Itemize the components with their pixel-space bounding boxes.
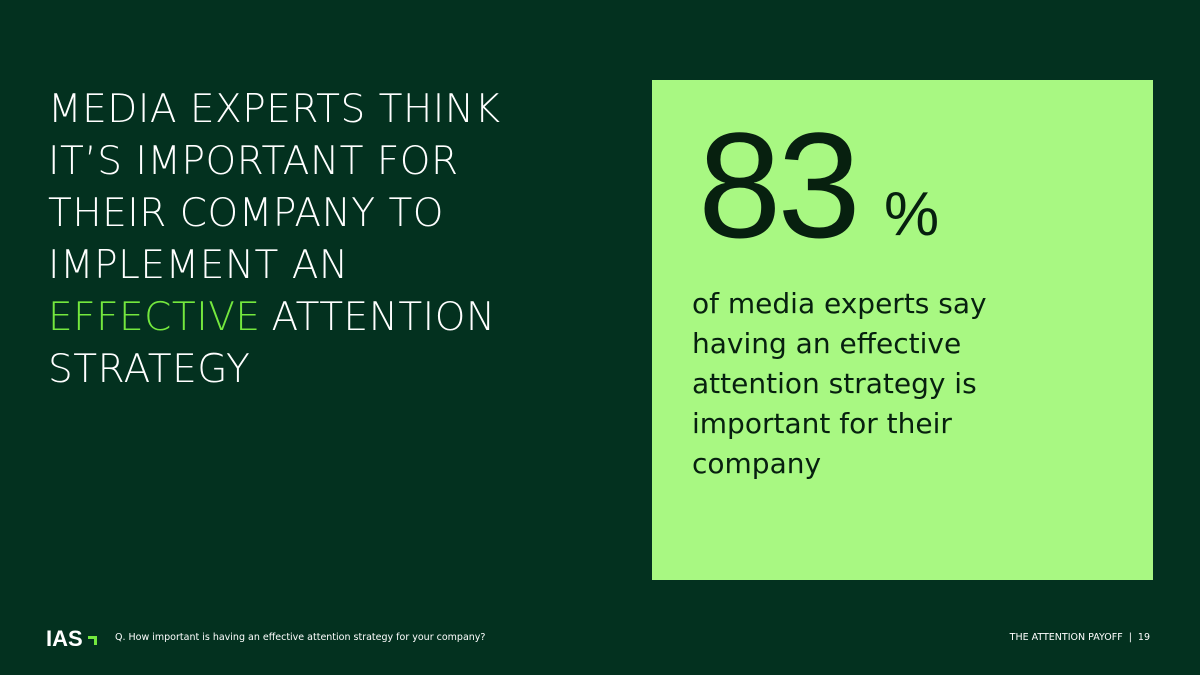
headline-line: EFFECTIVE ATTENTION xyxy=(48,292,501,344)
separator: | xyxy=(1128,632,1132,643)
stat-value: 83 xyxy=(698,101,861,269)
headline: MEDIA EXPERTS THINK IT’S IMPORTANT FOR T… xyxy=(48,84,501,396)
headline-text: ATTENTION xyxy=(271,295,496,340)
description-line: company xyxy=(692,447,822,480)
description-line: having an effective xyxy=(692,327,962,360)
logo-mark xyxy=(88,636,97,645)
headline-highlight: EFFECTIVE xyxy=(48,295,261,340)
headline-line: IT’S IMPORTANT FOR xyxy=(48,139,459,184)
stat-box: 83 % of media experts say having an effe… xyxy=(652,80,1153,580)
description-line: of media experts say xyxy=(692,287,987,320)
headline-line: THEIR COMPANY TO xyxy=(48,191,444,236)
footnote: Q. How important is having an effective … xyxy=(115,632,486,643)
stat-description: of media experts say having an effective… xyxy=(692,284,987,484)
logo: IAS xyxy=(46,626,83,651)
headline-line: STRATEGY xyxy=(48,347,251,392)
stat-unit: % xyxy=(884,180,940,249)
description-line: attention strategy is xyxy=(692,367,977,400)
headline-line: IMPLEMENT AN xyxy=(48,243,349,288)
headline-line: MEDIA EXPERTS THINK xyxy=(48,87,501,132)
footer-right: THE ATTENTION PAYOFF | 19 xyxy=(1004,632,1150,643)
page-number: 19 xyxy=(1137,632,1150,643)
description-line: important for their xyxy=(692,407,952,440)
report-title: THE ATTENTION PAYOFF xyxy=(1009,632,1123,643)
